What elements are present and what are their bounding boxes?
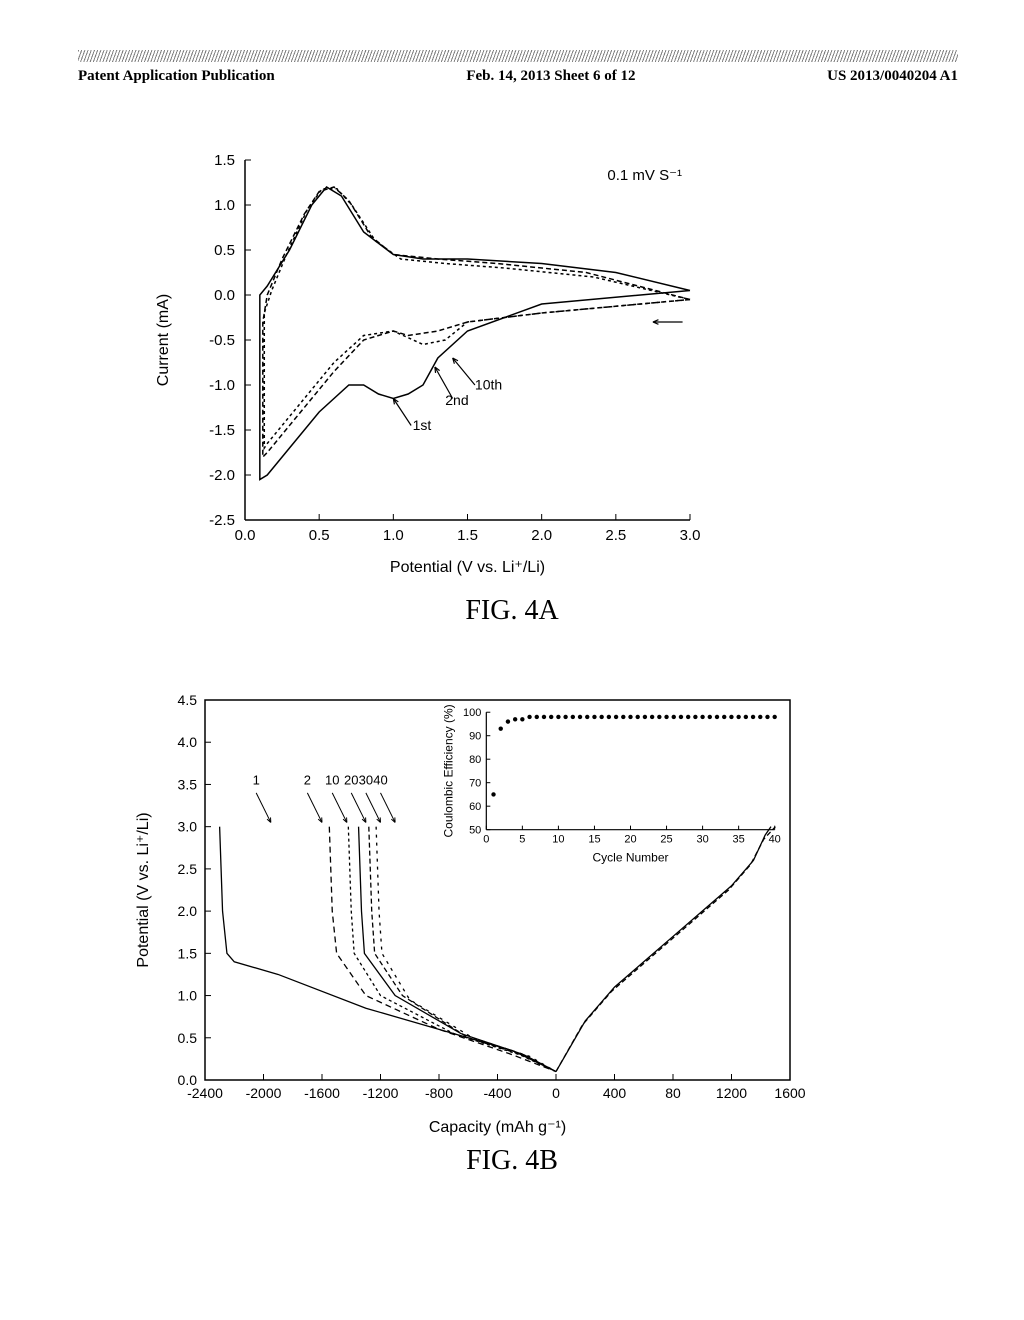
page-header: Patent Application Publication Feb. 14, … — [78, 68, 958, 85]
svg-text:0.0: 0.0 — [235, 527, 256, 544]
svg-text:15: 15 — [588, 834, 600, 846]
hatched-divider — [78, 50, 958, 62]
svg-text:3.0: 3.0 — [680, 527, 701, 544]
header-right: US 2013/0040204 A1 — [827, 68, 958, 85]
svg-text:0.1 mV S⁻¹: 0.1 mV S⁻¹ — [607, 167, 682, 184]
svg-text:-1.5: -1.5 — [209, 422, 235, 439]
svg-text:20: 20 — [624, 834, 636, 846]
svg-text:Potential (V vs. Li⁺/Li): Potential (V vs. Li⁺/Li) — [135, 812, 152, 967]
svg-text:0.5: 0.5 — [178, 1030, 198, 1046]
svg-text:40: 40 — [373, 772, 387, 787]
svg-text:80: 80 — [469, 754, 481, 766]
svg-text:2: 2 — [304, 772, 311, 787]
header-left: Patent Application Publication — [78, 68, 275, 85]
svg-text:0: 0 — [483, 834, 489, 846]
svg-text:-2000: -2000 — [246, 1085, 282, 1101]
chart-b-svg: -2400-2000-1600-1200-800-400040080120016… — [130, 680, 810, 1140]
svg-text:2.0: 2.0 — [178, 903, 198, 919]
svg-text:50: 50 — [469, 825, 481, 837]
svg-text:Capacity (mAh g⁻¹): Capacity (mAh g⁻¹) — [429, 1119, 566, 1136]
svg-text:0.5: 0.5 — [214, 242, 235, 259]
svg-text:-1200: -1200 — [363, 1085, 399, 1101]
svg-text:1.0: 1.0 — [214, 197, 235, 214]
svg-text:4.0: 4.0 — [178, 734, 198, 750]
svg-text:-0.5: -0.5 — [209, 332, 235, 349]
svg-text:1.0: 1.0 — [383, 527, 404, 544]
svg-text:1.5: 1.5 — [457, 527, 478, 544]
svg-text:-2.5: -2.5 — [209, 512, 235, 529]
svg-text:5: 5 — [519, 834, 525, 846]
svg-text:10: 10 — [325, 772, 339, 787]
svg-text:0.5: 0.5 — [309, 527, 330, 544]
svg-text:-800: -800 — [425, 1085, 453, 1101]
svg-text:1600: 1600 — [774, 1085, 805, 1101]
figure-b-label: FIG. 4B — [466, 1145, 558, 1177]
header-center: Feb. 14, 2013 Sheet 6 of 12 — [466, 68, 635, 85]
svg-text:1: 1 — [253, 772, 260, 787]
svg-text:3.0: 3.0 — [178, 819, 198, 835]
svg-text:35: 35 — [733, 834, 745, 846]
svg-text:0.0: 0.0 — [214, 287, 235, 304]
svg-text:Potential (V vs. Li⁺/Li): Potential (V vs. Li⁺/Li) — [390, 559, 545, 576]
svg-text:10: 10 — [552, 834, 564, 846]
svg-text:Cycle Number: Cycle Number — [592, 851, 668, 865]
svg-text:-2.0: -2.0 — [209, 467, 235, 484]
svg-text:90: 90 — [469, 731, 481, 743]
svg-text:2.5: 2.5 — [178, 861, 198, 877]
svg-text:70: 70 — [469, 778, 481, 790]
svg-text:1.5: 1.5 — [214, 152, 235, 169]
svg-text:25: 25 — [660, 834, 672, 846]
chart-b-container: -2400-2000-1600-1200-800-400040080120016… — [130, 680, 810, 1140]
svg-text:1st: 1st — [413, 417, 432, 433]
svg-text:2.0: 2.0 — [531, 527, 552, 544]
svg-text:400: 400 — [603, 1085, 627, 1101]
svg-text:-1600: -1600 — [304, 1085, 340, 1101]
svg-text:10th: 10th — [475, 377, 502, 393]
svg-text:0: 0 — [552, 1085, 560, 1101]
svg-text:Coulombic Efficiency (%): Coulombic Efficiency (%) — [441, 704, 455, 837]
chart-a-svg: 0.0 0.5 1.0 1.5 2.0 2.5 3.0 -2.5 -2.0 -1.5 -1.0 -0.… — [150, 140, 710, 580]
svg-text:30: 30 — [359, 772, 373, 787]
svg-text:2nd: 2nd — [445, 392, 468, 408]
svg-text:0.0: 0.0 — [178, 1072, 198, 1088]
svg-text:-1.0: -1.0 — [209, 377, 235, 394]
svg-text:80: 80 — [665, 1085, 681, 1101]
chart-a-container: 0.0 0.5 1.0 1.5 2.0 2.5 3.0 -2.5 -2.0 -1.5 -1.0 -0.… — [150, 140, 710, 580]
svg-text:4.5: 4.5 — [178, 692, 198, 708]
svg-text:1200: 1200 — [716, 1085, 747, 1101]
svg-text:-400: -400 — [483, 1085, 511, 1101]
svg-text:30: 30 — [696, 834, 708, 846]
svg-text:1.0: 1.0 — [178, 988, 198, 1004]
svg-text:3.5: 3.5 — [178, 776, 198, 792]
svg-text:20: 20 — [344, 772, 358, 787]
svg-text:2.5: 2.5 — [605, 527, 626, 544]
svg-text:1.5: 1.5 — [178, 945, 198, 961]
svg-text:60: 60 — [469, 801, 481, 813]
svg-text:Current (mA): Current (mA) — [155, 294, 172, 386]
svg-text:100: 100 — [463, 707, 481, 719]
figure-a-label: FIG. 4A — [465, 595, 558, 627]
svg-text:40: 40 — [769, 834, 781, 846]
